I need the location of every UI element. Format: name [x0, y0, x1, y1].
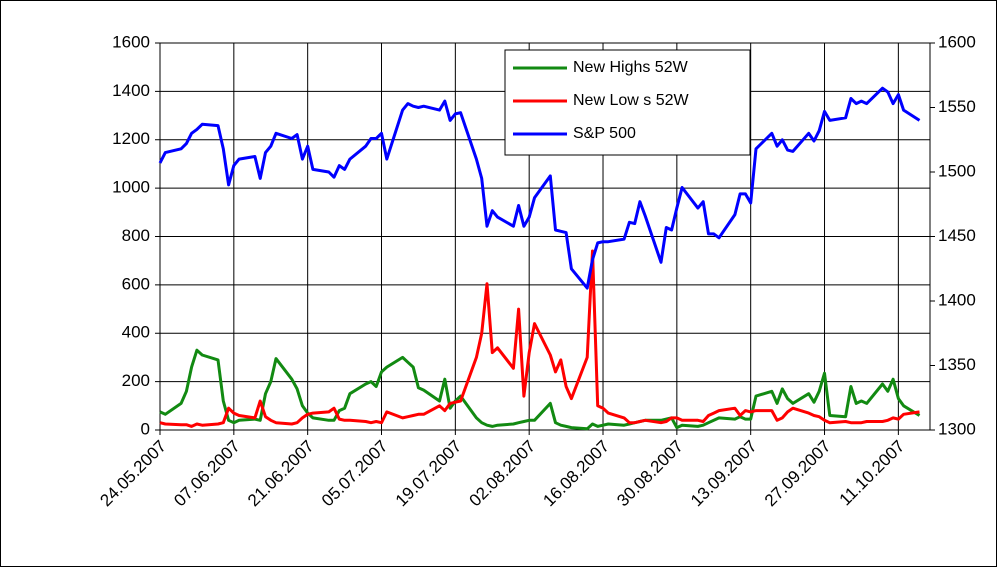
y2-tick-label: 1400: [938, 290, 976, 309]
series-line: [159, 348, 921, 431]
y2-tick-label: 1600: [938, 32, 976, 51]
y-tick-label: 1000: [112, 178, 150, 197]
y-tick-label: 200: [122, 371, 150, 390]
y-tick-label: 0: [141, 419, 150, 438]
plot-border: [159, 42, 931, 431]
legend: New Highs 52W New Low s 52W S&P 500: [504, 49, 751, 156]
y2-tick-label: 1500: [938, 161, 976, 180]
y-tick-label: 1400: [112, 81, 150, 100]
y2-tick-label: 1300: [938, 419, 976, 438]
y2-tick-label: 1350: [938, 355, 976, 374]
legend-label: New Low s 52W: [573, 92, 689, 109]
series-line: [159, 249, 920, 428]
legend-label: New Highs 52W: [573, 59, 689, 76]
y-tick-label: 1200: [112, 129, 150, 148]
y-tick-label: 800: [122, 226, 150, 245]
legend-label: S&P 500: [573, 125, 636, 142]
y-tick-label: 1600: [112, 32, 150, 51]
y-tick-label: 600: [122, 274, 150, 293]
y2-tick-label: 1550: [938, 97, 976, 116]
y-tick-label: 400: [122, 323, 150, 342]
y2-tick-label: 1450: [938, 226, 976, 245]
series-line: [158, 86, 921, 290]
